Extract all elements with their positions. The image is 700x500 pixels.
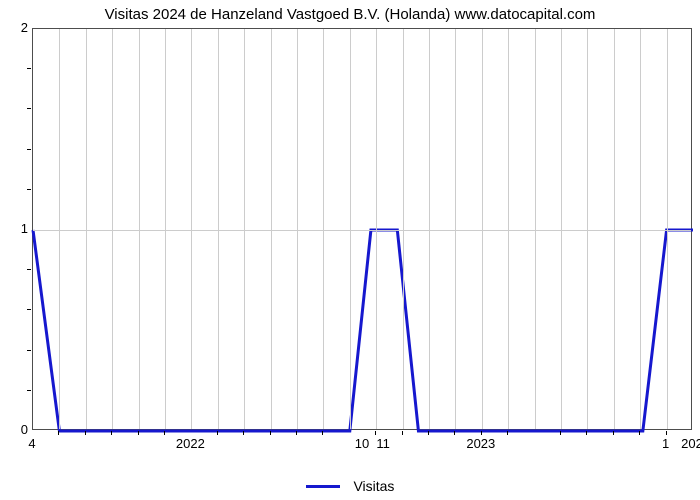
y-axis-minor-tick [27,189,31,190]
grid-line-vertical [376,29,377,429]
x-axis-minor-tick [481,431,482,435]
x-axis-minor-tick [375,431,376,435]
y-axis-minor-tick [27,108,31,109]
x-axis-minor-tick [270,431,271,435]
grid-line-vertical [535,29,536,429]
grid-line-vertical [271,29,272,429]
x-axis-minor-tick [243,431,244,435]
x-axis-label: 10 [355,436,369,451]
y-axis-minor-tick [27,269,31,270]
legend-swatch [306,485,340,488]
chart-container: Visitas 2024 de Hanzeland Vastgoed B.V. … [0,0,700,500]
x-axis-minor-tick [639,431,640,435]
grid-line-vertical [139,29,140,429]
grid-line-vertical [614,29,615,429]
x-axis-minor-tick [58,431,59,435]
grid-line-vertical [165,29,166,429]
legend: Visitas [0,477,700,494]
grid-line-vertical [403,29,404,429]
x-axis-minor-tick [322,431,323,435]
y-axis-minor-tick [27,350,31,351]
grid-line-vertical [350,29,351,429]
x-axis-minor-tick [586,431,587,435]
x-axis-label: 2023 [466,436,495,451]
grid-line-vertical [323,29,324,429]
x-axis-label: 202 [681,436,700,451]
x-axis-minor-tick [507,431,508,435]
grid-line-vertical [59,29,60,429]
plot-area [32,28,692,430]
x-axis-minor-tick [111,431,112,435]
x-axis-minor-tick [138,431,139,435]
x-axis-minor-tick [560,431,561,435]
y-axis-label: 0 [4,422,28,437]
grid-line-horizontal [33,230,691,231]
chart-title: Visitas 2024 de Hanzeland Vastgoed B.V. … [0,6,700,23]
x-axis-minor-tick [217,431,218,435]
y-axis-minor-tick [27,149,31,150]
y-axis-minor-tick [27,309,31,310]
grid-line-vertical [561,29,562,429]
grid-line-vertical [244,29,245,429]
x-axis-minor-tick [613,431,614,435]
x-axis-label: 4 [28,436,35,451]
grid-line-vertical [455,29,456,429]
grid-line-vertical [640,29,641,429]
grid-line-vertical [191,29,192,429]
x-axis-minor-tick [85,431,86,435]
y-axis-label: 2 [4,20,28,35]
grid-line-vertical [667,29,668,429]
x-axis-label: 2022 [176,436,205,451]
grid-line-vertical [508,29,509,429]
x-axis-minor-tick [454,431,455,435]
x-axis-label: 1 [662,436,669,451]
x-axis-minor-tick [164,431,165,435]
y-axis-minor-tick [27,68,31,69]
x-axis-minor-tick [402,431,403,435]
x-axis-minor-tick [666,431,667,435]
y-axis-label: 1 [4,221,28,236]
grid-line-vertical [218,29,219,429]
x-axis-label: 11 [376,436,390,451]
grid-line-vertical [112,29,113,429]
series-line [33,230,693,431]
grid-line-vertical [297,29,298,429]
grid-line-vertical [86,29,87,429]
x-axis-minor-tick [296,431,297,435]
y-axis-minor-tick [27,390,31,391]
grid-line-vertical [429,29,430,429]
legend-label: Visitas [353,478,394,494]
x-axis-minor-tick [428,431,429,435]
grid-line-vertical [587,29,588,429]
grid-line-vertical [482,29,483,429]
